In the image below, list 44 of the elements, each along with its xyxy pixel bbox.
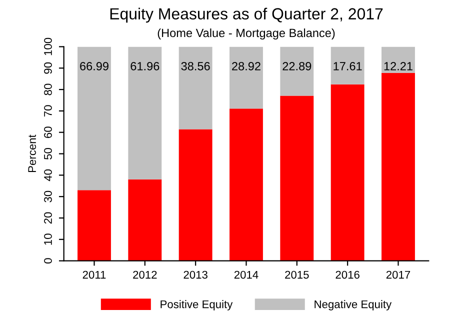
- x-tick-label: 2014: [234, 270, 258, 279]
- bar: [382, 46, 415, 73]
- bar: [230, 108, 263, 261]
- x-tick-label: 2013: [184, 270, 208, 279]
- y-tick-label: 80: [44, 84, 52, 96]
- legend-label: Negative Equity: [314, 300, 392, 310]
- y-tick-label: 90: [44, 62, 52, 74]
- bar: [230, 46, 263, 109]
- chart-subtitle: (Home Value - Mortgage Balance): [158, 28, 335, 40]
- legend-label: Positive Equity: [160, 300, 233, 310]
- data-label: 66.99: [80, 62, 108, 70]
- bar: [78, 46, 111, 190]
- y-tick-label: 70: [44, 105, 52, 117]
- bar: [128, 179, 162, 261]
- data-label: 12.21: [384, 62, 412, 70]
- x-tick-label: 2016: [336, 270, 360, 279]
- y-axis-title: Percent: [28, 134, 36, 172]
- y-tick-label: 10: [44, 234, 52, 245]
- bar: [330, 46, 364, 84]
- y-tick-label: 30: [44, 190, 52, 202]
- data-label: 17.61: [334, 62, 362, 70]
- bar: [382, 72, 415, 261]
- data-label: 28.92: [232, 62, 260, 70]
- y-tick-label: 0: [44, 258, 52, 264]
- y-tick-label: 100: [44, 38, 52, 56]
- bar: [178, 129, 212, 261]
- x-tick-label: 2011: [82, 270, 106, 279]
- bar: [178, 46, 212, 130]
- bar: [330, 84, 364, 261]
- x-tick-label: 2017: [386, 270, 410, 279]
- y-tick-label: 50: [44, 148, 52, 160]
- bar: [280, 96, 314, 261]
- y-tick-label: 40: [44, 169, 52, 182]
- x-tick-label: 2012: [133, 270, 157, 279]
- bar: [280, 46, 314, 96]
- chart-title: Equity Measures as of Quarter 2, 2017: [110, 8, 383, 23]
- y-tick-label: 20: [44, 212, 52, 224]
- y-tick-label: 60: [44, 126, 52, 138]
- bar: [128, 46, 162, 180]
- data-label: 22.89: [282, 62, 312, 70]
- x-tick-label: 2015: [285, 270, 309, 279]
- data-label: 38.56: [181, 62, 210, 70]
- data-label: 61.96: [130, 62, 160, 70]
- bar: [78, 190, 111, 261]
